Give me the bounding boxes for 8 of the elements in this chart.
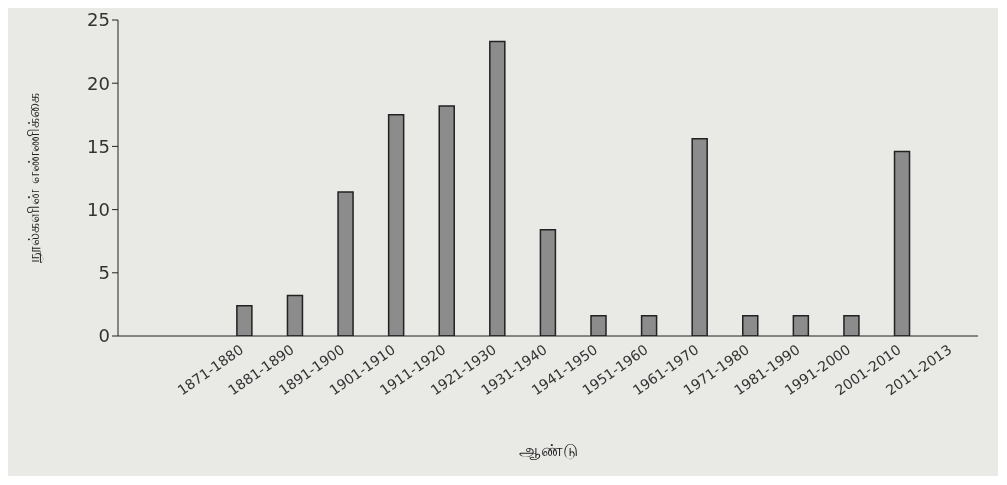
y-tick-label: 0 [98, 325, 110, 347]
x-axis-title: ஆண்டு [518, 440, 578, 460]
y-tick-label: 20 [87, 72, 110, 94]
y-axis-title: நூல்களின் எண்ணிக்கை [23, 92, 44, 264]
y-tick-label: 25 [87, 9, 110, 31]
y-tick-label: 15 [87, 135, 110, 157]
y-tick-label: 5 [98, 262, 110, 284]
y-tick-label: 10 [87, 198, 110, 220]
